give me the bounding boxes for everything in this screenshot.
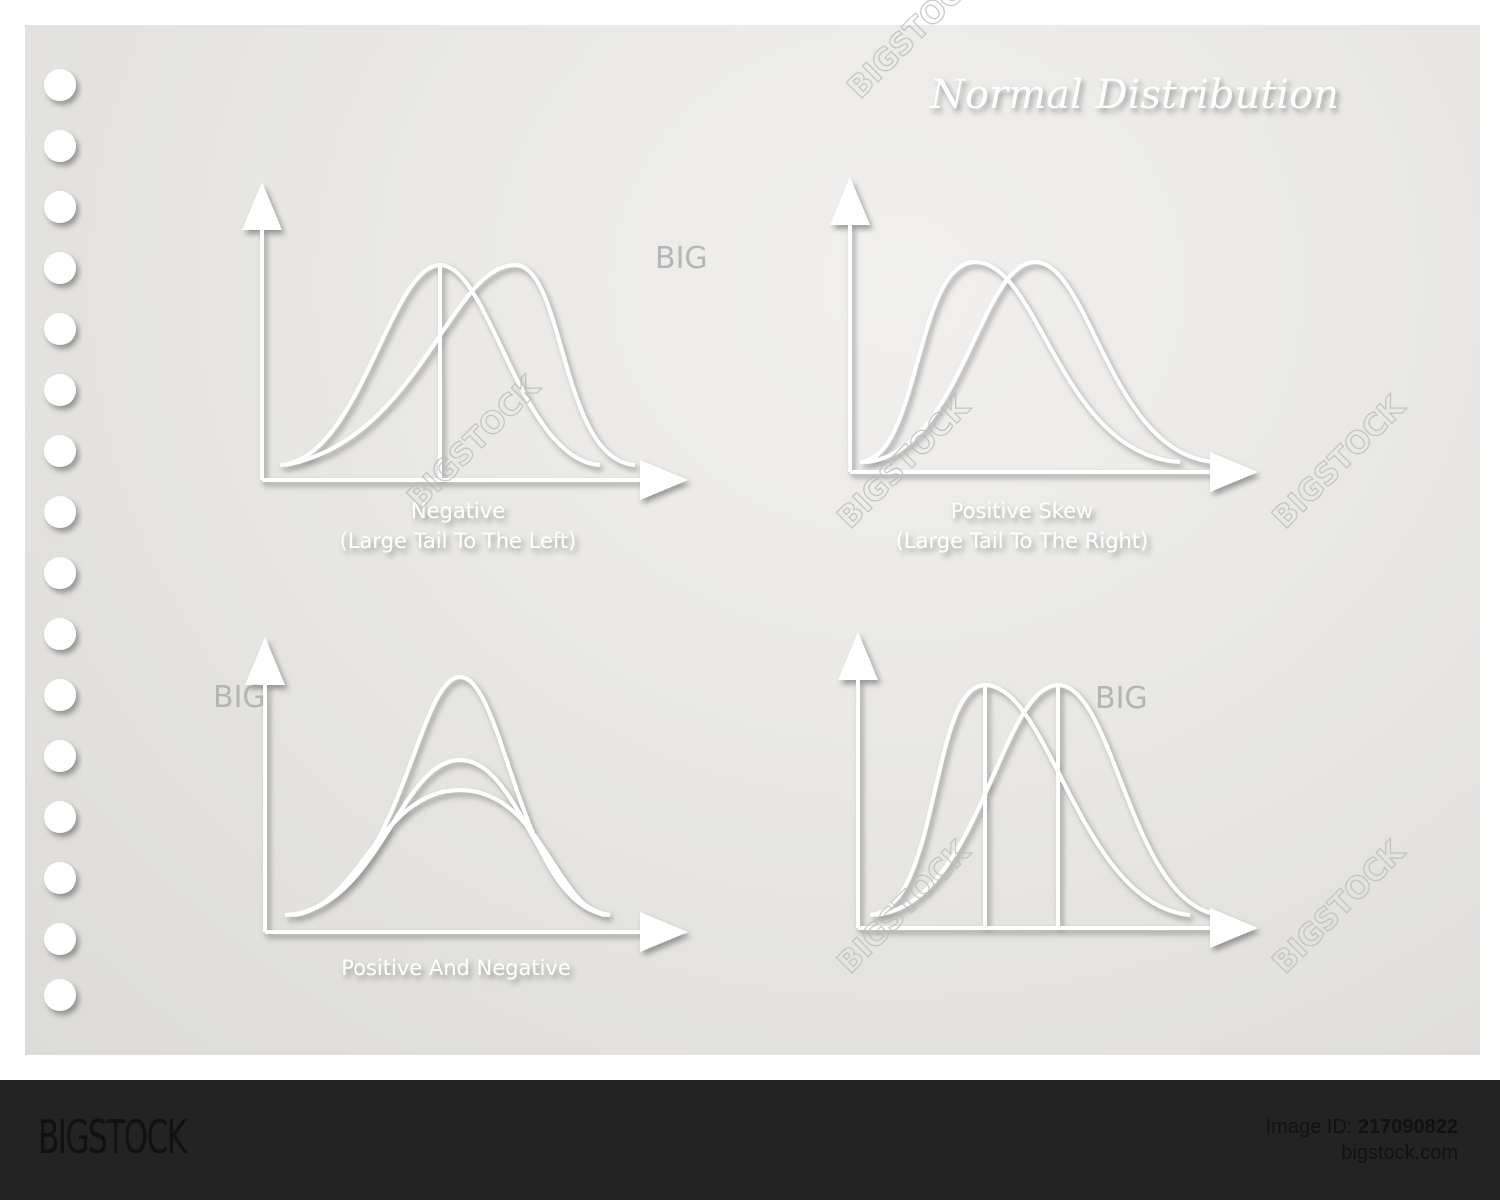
panel-2-label-line2: (Large Tail To The Right)	[896, 529, 1149, 553]
site-link[interactable]: bigstock.com	[1341, 1142, 1458, 1164]
panel-3-label: Positive And Negative	[341, 956, 571, 980]
watermarks: BIG BIG BIG BIGSTOCK BIGSTOCK BIGSTOCK B…	[213, 0, 1414, 981]
watermark-bigstock: BIGSTOCK	[1266, 388, 1413, 535]
curve-normal	[289, 757, 611, 917]
curve-right-skewed	[859, 259, 1181, 464]
brand-logo: BIGSTOCK	[38, 1110, 187, 1164]
watermark-big: BIG	[1095, 681, 1148, 716]
title: Normal Distribution	[929, 72, 1339, 118]
panel-negative-skew	[242, 182, 688, 500]
curve-left-skewed	[284, 262, 636, 467]
diagram: Normal Distribution	[44, 0, 1414, 1011]
panel-1-label-line1: Negative	[411, 499, 505, 523]
panel-mean-median	[838, 632, 1258, 948]
panel-kurtosis	[245, 637, 688, 952]
watermark-bigstock: BIGSTOCK	[401, 368, 548, 515]
watermark-bigstock: BIGSTOCK	[831, 833, 978, 980]
footer-bar: BIGSTOCK Image ID: 217090822 bigstock.co…	[0, 1080, 1500, 1200]
curve-symmetric	[864, 259, 1216, 464]
watermark-bigstock: BIGSTOCK	[1266, 833, 1413, 980]
watermark-big: BIG	[655, 241, 708, 276]
image-id: 217090822	[1357, 1116, 1458, 1138]
binder-holes	[44, 69, 76, 1011]
curve-flat	[294, 787, 606, 917]
panel-2-label-line1: Positive Skew	[951, 499, 1093, 523]
watermark-big: BIG	[213, 680, 266, 715]
image-info: Image ID: 217090822 bigstock.com	[1266, 1114, 1458, 1166]
panel-1-label-line2: (Large Tail To The Left)	[340, 529, 577, 553]
image-id-label: Image ID:	[1265, 1116, 1353, 1138]
panel-positive-skew	[830, 177, 1258, 492]
